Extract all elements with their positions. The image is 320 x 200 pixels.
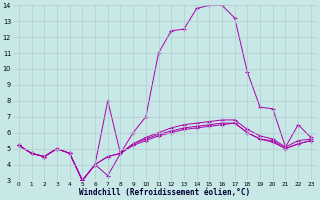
X-axis label: Windchill (Refroidissement éolien,°C): Windchill (Refroidissement éolien,°C) [79,188,251,197]
